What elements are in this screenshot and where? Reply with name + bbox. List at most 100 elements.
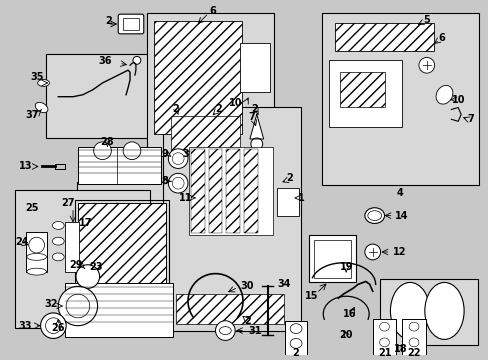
Bar	[321, 13, 478, 185]
Text: 30: 30	[240, 282, 253, 291]
Circle shape	[133, 57, 141, 64]
Text: 37: 37	[25, 111, 39, 120]
Ellipse shape	[27, 268, 46, 275]
Ellipse shape	[408, 322, 418, 331]
Ellipse shape	[424, 283, 463, 339]
Circle shape	[29, 237, 44, 253]
Bar	[45, 54, 148, 138]
Bar	[190, 149, 204, 233]
Text: 2: 2	[171, 104, 178, 114]
Circle shape	[215, 321, 235, 341]
Bar	[285, 321, 306, 360]
Text: 29: 29	[69, 260, 82, 270]
Circle shape	[250, 138, 262, 150]
Circle shape	[45, 318, 61, 333]
Ellipse shape	[435, 85, 452, 104]
Text: 12: 12	[392, 247, 406, 257]
Bar	[328, 60, 402, 127]
Bar	[372, 319, 395, 358]
Text: 2: 2	[244, 316, 251, 326]
Bar	[78, 147, 161, 184]
Text: 15: 15	[305, 291, 318, 301]
Text: 25: 25	[25, 203, 39, 213]
Text: 19: 19	[339, 262, 352, 272]
Circle shape	[364, 244, 380, 260]
Circle shape	[123, 142, 141, 159]
Bar	[176, 294, 284, 324]
Bar	[146, 13, 274, 156]
Bar	[65, 222, 79, 272]
Text: 10: 10	[229, 98, 243, 108]
Ellipse shape	[219, 327, 231, 334]
Ellipse shape	[35, 102, 48, 113]
Ellipse shape	[123, 212, 156, 259]
Ellipse shape	[389, 283, 429, 339]
Bar	[244, 149, 257, 233]
Bar	[240, 43, 269, 92]
Bar	[171, 116, 240, 151]
Text: 5: 5	[423, 15, 429, 25]
Circle shape	[66, 294, 89, 318]
Text: 28: 28	[101, 137, 114, 147]
Bar	[308, 235, 355, 283]
Text: 11: 11	[179, 193, 192, 203]
Ellipse shape	[27, 253, 46, 260]
Ellipse shape	[127, 216, 152, 254]
Text: 3: 3	[183, 149, 189, 159]
Circle shape	[41, 313, 66, 338]
Text: 17: 17	[79, 219, 92, 229]
Text: 35: 35	[30, 72, 43, 82]
Bar	[277, 188, 299, 216]
Circle shape	[418, 57, 434, 73]
Ellipse shape	[379, 338, 388, 347]
Text: 36: 36	[99, 56, 112, 66]
FancyBboxPatch shape	[118, 14, 143, 34]
Ellipse shape	[379, 322, 388, 331]
Text: 18: 18	[393, 344, 406, 354]
Text: 6: 6	[209, 6, 216, 16]
Text: 10: 10	[450, 95, 464, 105]
Text: 7: 7	[467, 114, 473, 124]
Ellipse shape	[289, 338, 302, 348]
Text: 4: 4	[396, 188, 403, 198]
Text: 33: 33	[18, 321, 32, 331]
Bar	[65, 283, 173, 337]
Text: 31: 31	[247, 325, 261, 336]
Bar	[188, 147, 272, 235]
Ellipse shape	[367, 211, 381, 221]
Bar	[15, 190, 149, 328]
Bar	[163, 107, 301, 330]
Ellipse shape	[52, 237, 64, 245]
Bar	[75, 200, 169, 314]
Ellipse shape	[289, 324, 302, 333]
Text: 23: 23	[89, 262, 102, 272]
Ellipse shape	[52, 221, 64, 229]
Text: 26: 26	[51, 323, 65, 333]
Circle shape	[172, 153, 183, 165]
Text: 13: 13	[19, 162, 33, 171]
Ellipse shape	[38, 80, 49, 86]
Ellipse shape	[408, 338, 418, 347]
Circle shape	[172, 177, 183, 189]
Text: 2: 2	[292, 348, 299, 358]
Bar	[208, 149, 222, 233]
Ellipse shape	[364, 208, 384, 224]
Bar	[153, 21, 242, 134]
Circle shape	[76, 265, 100, 288]
Bar	[78, 203, 166, 311]
Circle shape	[168, 174, 187, 193]
Bar	[402, 319, 425, 358]
Text: 2: 2	[285, 173, 292, 183]
Text: 24: 24	[15, 237, 29, 247]
Bar	[340, 72, 384, 107]
Text: 8: 8	[161, 176, 167, 186]
Text: 1: 1	[297, 193, 304, 203]
Text: 27: 27	[61, 198, 75, 208]
Text: 34: 34	[277, 279, 290, 289]
Text: 9: 9	[161, 149, 167, 159]
Text: 22: 22	[407, 348, 420, 358]
Text: 20: 20	[339, 330, 352, 341]
Circle shape	[168, 149, 187, 168]
Text: 21: 21	[377, 348, 390, 358]
Text: 2: 2	[105, 16, 112, 26]
